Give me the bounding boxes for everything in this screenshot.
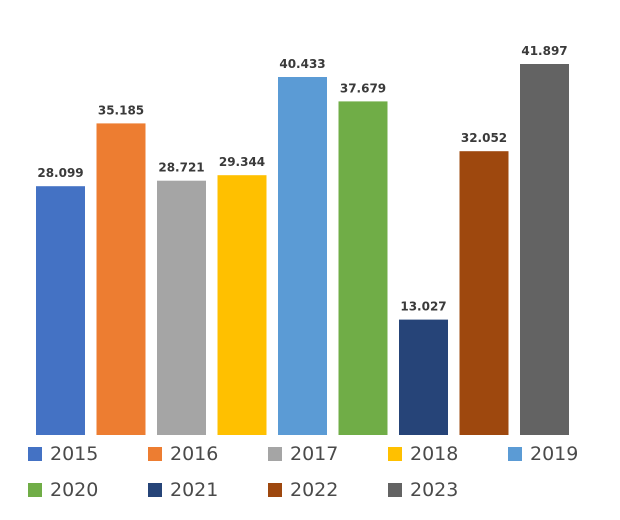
bar-2016 (96, 123, 146, 436)
legend-swatch-2021 (148, 483, 162, 497)
legend-swatch-2016 (148, 447, 162, 461)
data-label-2017: 28.721 (158, 161, 204, 175)
legend-label-2020: 2020 (50, 479, 99, 501)
legend-item-2021: 2021 (148, 474, 218, 506)
data-label-2015: 28.099 (37, 166, 83, 180)
legend-item-2019: 2019 (508, 438, 578, 470)
data-label-2020: 37.679 (340, 81, 386, 95)
legend-label-2016: 2016 (170, 443, 219, 465)
legend-item-2015: 2015 (28, 438, 98, 470)
legend-label-2018: 2018 (410, 443, 459, 465)
legend-label-2015: 2015 (50, 443, 99, 465)
legend-swatch-2022 (268, 483, 282, 497)
bar-2015 (36, 186, 85, 435)
bars-group (36, 64, 569, 436)
bar-2019 (278, 77, 327, 435)
legend-label-2019: 2019 (530, 443, 579, 465)
legend-item-2017: 2017 (268, 438, 338, 470)
data-labels-group: 28.099 35.185 28.721 29.344 40.433 37.679 13.0… (37, 44, 567, 314)
legend-label-2017: 2017 (290, 443, 339, 465)
legend-swatch-2015 (28, 447, 42, 461)
legend-item-2023: 2023 (388, 474, 458, 506)
bar-2017 (157, 180, 206, 435)
legend-swatch-2020 (28, 483, 42, 497)
bar-2020 (338, 101, 388, 436)
legend-swatch-2018 (388, 447, 402, 461)
data-label-2022: 32.052 (461, 131, 507, 145)
bar-chart: 28.099 35.185 28.721 29.344 40.433 37.679 13.0… (36, 44, 569, 436)
bar-2021 (399, 319, 448, 435)
legend-label-2021: 2021 (170, 479, 219, 501)
legend-item-2020: 2020 (28, 474, 98, 506)
data-label-2019: 40.433 (279, 57, 325, 71)
data-label-2021: 13.027 (400, 300, 446, 314)
legend-item-2016: 2016 (148, 438, 218, 470)
legend-label-2023: 2023 (410, 479, 459, 501)
legend-label-2022: 2022 (290, 479, 339, 501)
legend-swatch-2019 (508, 447, 522, 461)
data-label-2023: 41.897 (521, 44, 567, 58)
legend: 2015 2016 2017 2018 2019 2020 2021 2022 2023 (28, 438, 608, 514)
data-label-2018: 29.344 (219, 155, 265, 169)
bar-2022 (459, 151, 509, 435)
legend-item-2022: 2022 (268, 474, 338, 506)
data-label-2016: 35.185 (98, 103, 144, 117)
legend-item-2018: 2018 (388, 438, 458, 470)
bar-2023 (520, 64, 569, 435)
legend-swatch-2017 (268, 447, 282, 461)
bar-2018 (217, 175, 267, 435)
legend-swatch-2023 (388, 483, 402, 497)
